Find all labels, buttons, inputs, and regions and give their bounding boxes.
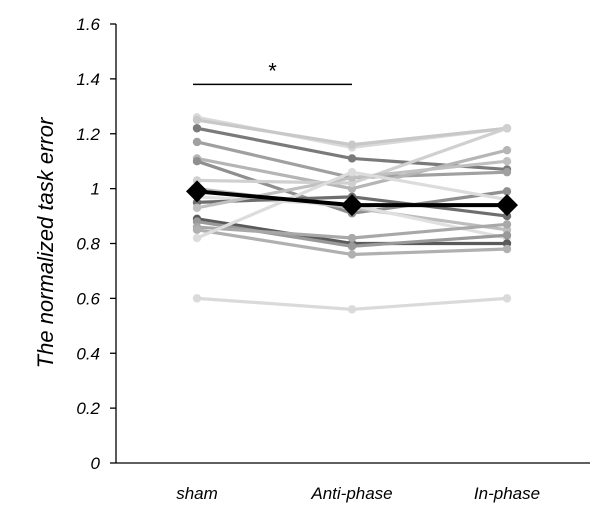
data-point (192, 156, 202, 166)
data-point (192, 124, 202, 133)
data-point (192, 294, 202, 303)
subject-series (192, 225, 512, 259)
significance-annotation: * (193, 58, 352, 86)
y-tick-label: 0.6 (76, 289, 100, 308)
y-tick-label: 1 (91, 180, 100, 199)
data-point (347, 154, 357, 163)
data-point (347, 140, 357, 149)
data-point (502, 294, 512, 303)
y-tick-label: 0 (91, 454, 101, 473)
x-category-labels: sham Anti-phase In-phase (176, 484, 540, 503)
data-point (347, 233, 357, 243)
data-point (192, 203, 202, 213)
data-point (347, 242, 357, 251)
data-point (502, 146, 512, 155)
data-point (347, 167, 357, 177)
y-tick-label: 1.6 (76, 15, 100, 34)
mean-diamond-marker (186, 180, 208, 203)
data-point (502, 244, 512, 254)
data-point (347, 305, 357, 314)
y-tick-label: 0.2 (76, 399, 100, 418)
y-axis-label: The normalized task error (33, 116, 58, 368)
mean-diamond-marker (496, 194, 518, 217)
data-point (192, 137, 202, 147)
y-tick-label: 0.8 (76, 235, 100, 254)
data-point (192, 233, 202, 243)
data-point (347, 250, 357, 259)
x-category-label: Anti-phase (310, 484, 392, 503)
x-category-label: sham (176, 484, 218, 503)
y-tick-label: 1.2 (76, 125, 100, 144)
data-point (502, 220, 512, 229)
y-ticks: 0 0.2 0.4 0.6 0.8 1 1.2 1.4 1.6 (76, 15, 116, 473)
mean-series (186, 180, 518, 217)
data-point (502, 231, 512, 240)
y-tick-label: 0.4 (76, 344, 100, 363)
data-point (502, 124, 512, 133)
subject-series (192, 294, 512, 314)
y-tick-label: 1.4 (76, 70, 100, 89)
data-point (192, 115, 202, 125)
mean-diamond-marker (341, 194, 363, 217)
data-point (192, 225, 202, 234)
significance-star: * (268, 58, 277, 83)
individual-series (192, 113, 512, 314)
data-point (502, 187, 512, 196)
data-point (502, 167, 512, 177)
x-category-label: In-phase (474, 484, 540, 503)
data-point (502, 156, 512, 166)
